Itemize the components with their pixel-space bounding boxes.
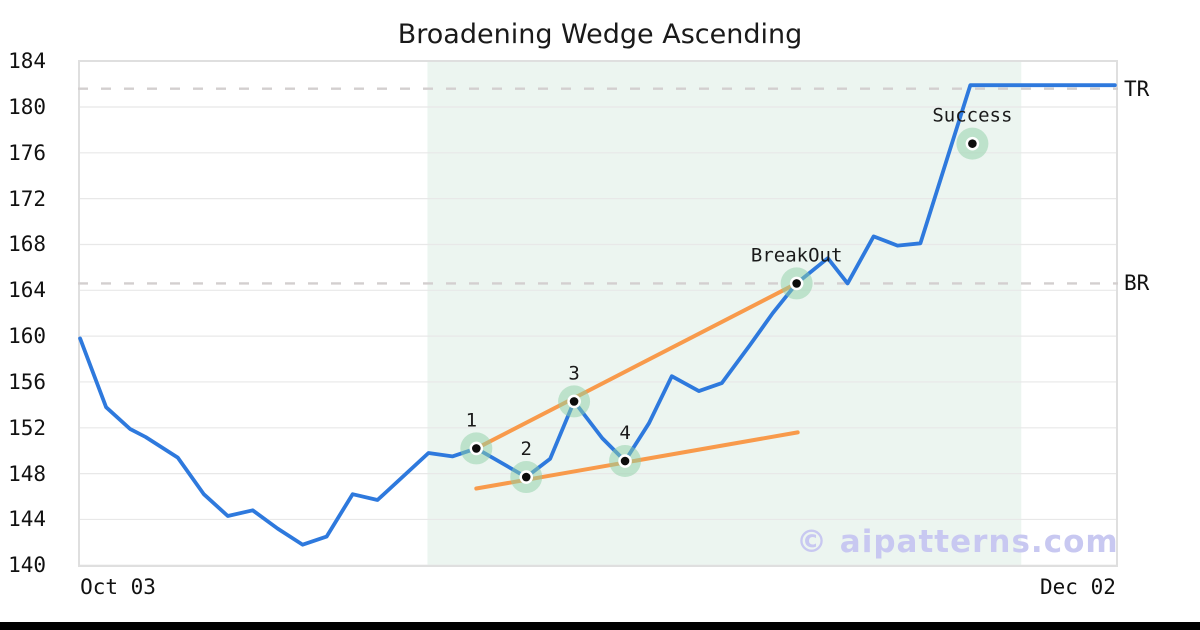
marker-dot xyxy=(521,472,531,482)
y-tick-label: 184 xyxy=(8,49,46,74)
marker-label: 1 xyxy=(466,409,477,431)
plot-border xyxy=(78,60,1118,567)
y-tick-label: 172 xyxy=(8,186,46,211)
marker-2: 2 xyxy=(510,438,543,494)
y-tick-label: 152 xyxy=(8,415,46,440)
y-tick-label: 168 xyxy=(8,232,46,257)
marker-label: 2 xyxy=(521,438,532,460)
y-tick-label: 164 xyxy=(8,278,46,303)
level-label-br: BR xyxy=(1124,271,1150,296)
x-tick-label: Dec 02 xyxy=(1040,575,1116,599)
trendline-upper xyxy=(474,281,799,451)
level-label-tr: TR xyxy=(1124,76,1150,101)
marker-dot xyxy=(792,279,801,288)
y-tick-label: 148 xyxy=(8,461,46,486)
price-chart: 1 2 3 4 BreakOut Success xyxy=(78,60,1118,567)
price-line xyxy=(78,83,1117,547)
bottom-bar xyxy=(0,622,1200,630)
pattern-zone xyxy=(427,60,1022,567)
y-tick-label: 144 xyxy=(8,507,46,532)
marker-dot xyxy=(569,397,579,406)
marker-4: 4 xyxy=(609,422,642,478)
marker-breakout: BreakOut xyxy=(751,244,843,300)
marker-label: 4 xyxy=(619,422,630,444)
marker-dot xyxy=(620,456,630,466)
marker-1: 1 xyxy=(460,409,493,465)
marker-dot xyxy=(968,139,977,148)
watermark: © aipatterns.com xyxy=(796,524,1119,560)
x-tick-label: Oct 03 xyxy=(80,575,156,599)
marker-label: Success xyxy=(932,105,1012,127)
marker-success: Success xyxy=(932,105,1012,160)
y-tick-label: 140 xyxy=(8,553,46,578)
marker-label: 3 xyxy=(568,362,579,384)
y-tick-label: 180 xyxy=(8,94,46,119)
y-tick-label: 176 xyxy=(8,140,46,165)
marker-label: BreakOut xyxy=(751,244,843,266)
y-tick-label: 160 xyxy=(8,324,46,349)
y-tick-label: 156 xyxy=(8,369,46,394)
marker-dot xyxy=(472,444,481,453)
chart-title: Broadening Wedge Ascending xyxy=(397,19,803,50)
marker-3: 3 xyxy=(558,362,591,418)
